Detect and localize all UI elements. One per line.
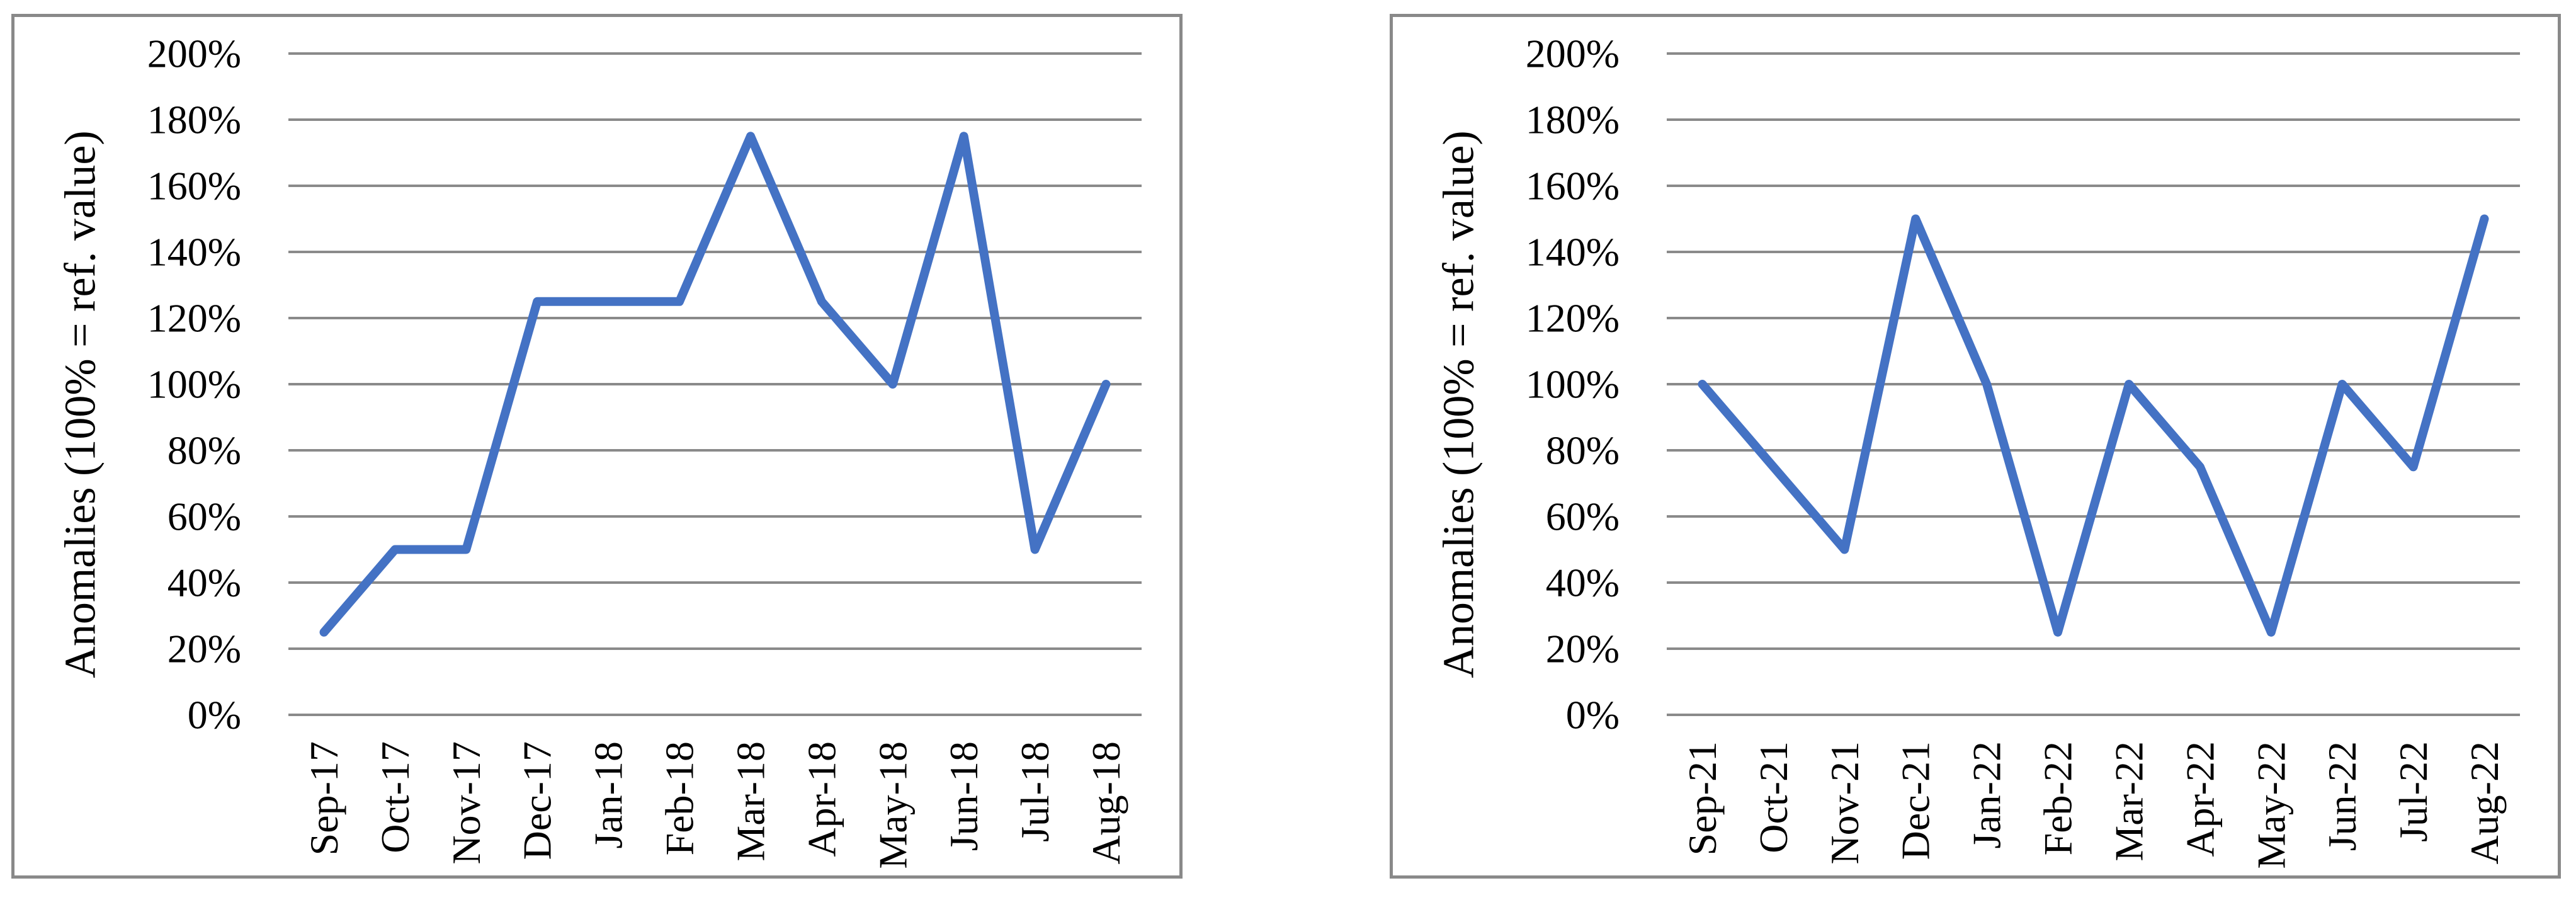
y-axis-tick-label: 20% xyxy=(1546,627,1620,671)
x-axis-tick-label: Jan-18 xyxy=(586,741,631,849)
y-axis-title: Anomalies (100% = ref. value) xyxy=(57,130,105,678)
y-axis-tick-label: 0% xyxy=(1566,693,1620,738)
y-axis-tick-label: 0% xyxy=(188,693,241,738)
y-axis-tick-label: 100% xyxy=(1526,362,1620,407)
data-series-line xyxy=(319,132,1111,637)
y-axis-tick-label: 140% xyxy=(1526,230,1620,275)
y-axis-tick-label: 200% xyxy=(1526,31,1620,76)
y-axis-tick-label: 40% xyxy=(167,561,241,605)
x-axis-tick-label: Aug-18 xyxy=(1084,741,1128,865)
x-axis-tick-label: Sep-17 xyxy=(302,741,346,855)
x-axis-tick-label: Jun-18 xyxy=(941,741,986,851)
y-axis-tick-label: 100% xyxy=(147,362,241,407)
x-axis-tick-label: Jun-22 xyxy=(2320,741,2364,851)
x-axis-tick-label: Mar-22 xyxy=(2106,741,2151,862)
x-axis-tick-label: Jul-18 xyxy=(1013,741,1057,842)
y-axis-tick-label: 120% xyxy=(147,296,241,341)
chart-frame xyxy=(1390,14,2561,879)
anomalies-line-chart-2021-2022: 0% 20% 40% 60% 80% 100% 120% 140% 160% 180% 200% An… xyxy=(1390,14,2562,879)
y-axis-tick-label: 160% xyxy=(147,164,241,208)
x-axis-tick-label: Feb-22 xyxy=(2036,741,2080,855)
y-axis-tick-label: 40% xyxy=(1546,561,1620,605)
y-axis-tick-label: 20% xyxy=(167,627,241,671)
line-chart-svg: 0% 20% 40% 60% 80% 100% 120% 140% 160% 180% 200% An… xyxy=(11,14,1183,879)
y-axis-tick-label: 60% xyxy=(167,494,241,539)
y-axis-title: Anomalies (100% = ref. value) xyxy=(1435,130,1484,678)
x-axis-tick-label: Sep-21 xyxy=(1680,741,1725,855)
y-axis-tick-label: 60% xyxy=(1546,494,1620,539)
data-series-line xyxy=(1698,214,2489,637)
anomalies-line-chart-2017-2018: 0% 20% 40% 60% 80% 100% 120% 140% 160% 180% 200% An… xyxy=(11,14,1183,879)
x-axis-tick-label: Feb-18 xyxy=(657,741,702,855)
x-axis-tick-label: Nov-21 xyxy=(1822,741,1867,865)
y-axis-tick-label: 80% xyxy=(1546,428,1620,473)
line-chart-svg: 0% 20% 40% 60% 80% 100% 120% 140% 160% 180% 200% An… xyxy=(1390,14,2561,879)
x-axis-tick-label: Dec-21 xyxy=(1893,741,1938,860)
x-axis-tick-label: Nov-17 xyxy=(444,741,489,865)
x-axis-tick-label: Jan-22 xyxy=(1965,741,2009,849)
x-axis-tick-label: May-18 xyxy=(870,741,915,869)
chart-frame xyxy=(11,14,1183,879)
x-axis-tick-label: Apr-22 xyxy=(2177,741,2222,857)
y-axis-tick-label: 80% xyxy=(167,428,241,473)
x-axis-tick-label: Oct-17 xyxy=(373,741,417,853)
y-axis-tick-label: 160% xyxy=(1526,164,1620,208)
y-axis-tick-label: 140% xyxy=(147,230,241,275)
y-axis-tick-label: 180% xyxy=(147,98,241,142)
x-axis-tick-label: Jul-22 xyxy=(2391,741,2436,842)
x-axis-tick-label: Oct-21 xyxy=(1751,741,1796,853)
y-axis-tick-label: 200% xyxy=(147,31,241,76)
x-axis-tick-label: Apr-18 xyxy=(799,741,844,857)
x-axis-tick-label: Dec-17 xyxy=(515,741,560,860)
x-axis-tick-label: Mar-18 xyxy=(728,741,773,862)
y-axis-tick-label: 180% xyxy=(1526,98,1620,142)
y-axis-tick-label: 120% xyxy=(1526,296,1620,341)
x-axis-tick-label: Aug-22 xyxy=(2462,741,2507,865)
x-axis-tick-label: May-22 xyxy=(2249,741,2293,869)
